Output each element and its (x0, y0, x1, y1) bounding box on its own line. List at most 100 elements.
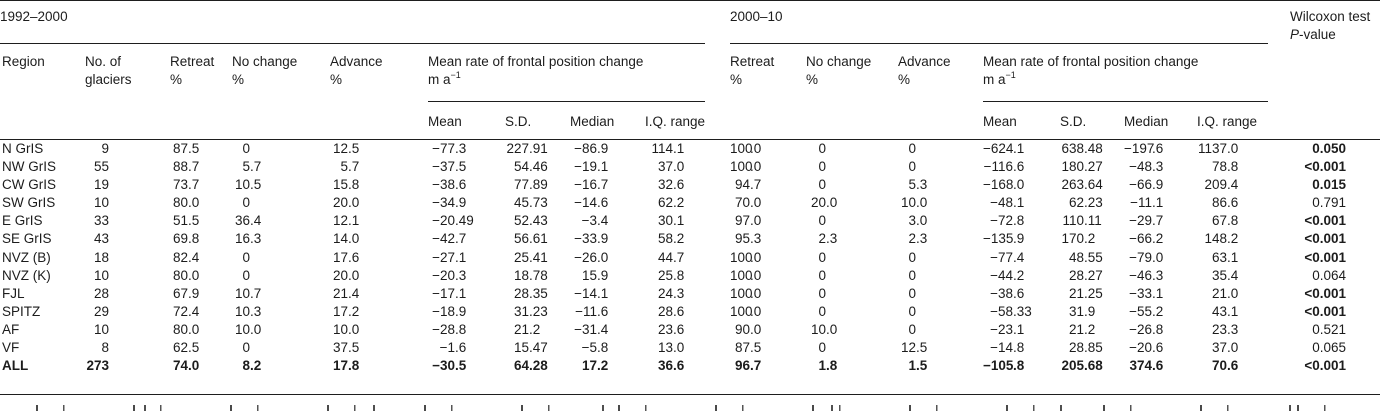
table-cell: 12.5 (332, 141, 360, 156)
table-cell: 16.3 (234, 231, 262, 247)
table-cell: 94.7 (734, 177, 762, 193)
table-cell: 3.0 (908, 213, 928, 229)
table-cell: −34.9 (432, 195, 467, 211)
table-cell: −33.9 (574, 231, 609, 247)
advance1-header-line2: % (330, 72, 343, 88)
p-value: 0.064 (1312, 267, 1346, 283)
row-region-label: SE GrIS (2, 231, 52, 247)
table-cell: <0.001 (1290, 285, 1380, 303)
table-cell: 51.5 (172, 213, 200, 229)
row-region-label: N GrIS (2, 141, 44, 156)
table-cell: −14.1 (574, 285, 609, 301)
table-cell: 17.2 (332, 303, 360, 319)
glaciers-header-line2: glaciers (85, 72, 132, 88)
meanrate2-unit-exponent: −1 (1005, 70, 1016, 81)
table-cell: 0.521 (1290, 321, 1380, 339)
table-cell: 21.4 (332, 285, 360, 301)
table-cell: −48.3 (1129, 159, 1164, 175)
advance2-header-line2: % (898, 72, 911, 88)
table-cell: −5.8 (581, 340, 609, 356)
table-cell: 10.7 (234, 285, 262, 301)
table-cell: 10.3 (234, 303, 262, 319)
table-cell: 80.0 (172, 321, 200, 337)
table-cell: 0 (818, 177, 826, 193)
table-cell: −18.9 (432, 303, 467, 319)
table-cell: 15.9 (581, 267, 609, 283)
table-cell: 21.2 (513, 321, 541, 337)
nochange1-header-line1: No change (232, 54, 298, 69)
advance2-column-header: Advance % (882, 44, 983, 138)
table-cell: 1.5 (908, 358, 928, 374)
table-cell: 24.3 (657, 285, 685, 301)
table-cell: <0.001 (1290, 212, 1380, 230)
period-2000-10-header: 2000–10 (730, 9, 783, 24)
table-cell: 0 (818, 267, 826, 283)
region-column-header: Region (2, 54, 45, 69)
table-cell: 55 (93, 159, 109, 175)
table-cell: 10.0 (332, 321, 360, 337)
table-cell: 100.0 (730, 249, 762, 265)
table-cell: 35.4 (1211, 267, 1239, 283)
table-cell: −20.6 (1129, 340, 1164, 356)
table-grid: 1992–2000 2000–10 Wilcoxon test P-value … (0, 2, 1380, 397)
table-cell: 64.28 (513, 358, 548, 374)
table-cell: 21.25 (1068, 285, 1103, 301)
table-cell: −20.3 (432, 267, 467, 283)
wilcoxon-test-label: Wilcoxon test (1290, 9, 1371, 24)
table-cell: 30.1 (657, 213, 685, 229)
p-value: 0.521 (1312, 321, 1346, 337)
retreat1-header-line1: Retreat (170, 54, 215, 69)
period1-rule (0, 43, 705, 44)
table-cell: 1137.0 (1197, 141, 1239, 156)
table-cell: −1.6 (439, 340, 467, 356)
glaciers-header-line1: No. of (85, 54, 122, 69)
table-cell: 70.0 (734, 195, 762, 211)
nochange2-column-header: No change % (806, 44, 882, 138)
table-cell: 28.6 (657, 303, 685, 319)
table-cell: 10.5 (234, 177, 262, 193)
table-cell: 20.0 (332, 195, 360, 211)
table-cell: −26.8 (1129, 321, 1164, 337)
table-cell: 263.64 (1061, 177, 1103, 193)
table-cell: 9 (101, 141, 109, 156)
table-cell: 0 (908, 285, 916, 301)
nochange1-header-line2: % (232, 72, 245, 88)
table-cell: 10.0 (900, 195, 928, 211)
table-cell: 90.0 (734, 321, 762, 337)
table-cell: −20.49 (432, 213, 474, 229)
table-cell: 100.0 (730, 159, 762, 175)
table-cell: 67.8 (1211, 213, 1239, 229)
table-cell: 32.6 (657, 177, 685, 193)
table-cell: 67.9 (172, 285, 200, 301)
table-cell: 10 (93, 267, 109, 283)
table-cell: 97.0 (734, 213, 762, 229)
period2-rule (730, 43, 1268, 44)
table-cell: 8.2 (242, 358, 262, 374)
retreat2-header-line2: % (730, 72, 743, 88)
table-cell: −48.1 (990, 195, 1025, 211)
table-cell: −197.6 (1124, 141, 1164, 156)
table-cell: 21.2 (1068, 321, 1096, 337)
table-cell: 18 (93, 249, 109, 265)
table-cell: −624.1 (983, 141, 1025, 156)
wilcoxon-test-header: Wilcoxon test P-value (1290, 2, 1380, 44)
advance1-column-header: Advance % (330, 44, 428, 138)
table-cell: 45.73 (513, 195, 548, 211)
table-cell: 18.78 (513, 267, 548, 283)
table-cell: −28.8 (432, 321, 467, 337)
table-cell: −46.3 (1129, 267, 1164, 283)
table-cell: −105.8 (983, 358, 1025, 374)
table-cell: 28 (93, 285, 109, 301)
row-region-label: CW GrIS (2, 177, 56, 193)
table-cell: 70.6 (1211, 358, 1239, 374)
table-cell: 5.7 (340, 159, 360, 175)
table-cell: 20.0 (810, 195, 838, 211)
table-cell: 0 (818, 303, 826, 319)
table-cell: 80.0 (172, 267, 200, 283)
table-cell: 638.48 (1061, 141, 1103, 156)
table-cell: 23.3 (1211, 321, 1239, 337)
wilcoxon-p-italic: P (1290, 27, 1300, 43)
meanrate1-unit: m a (428, 72, 451, 88)
table-cell: 10 (93, 321, 109, 337)
